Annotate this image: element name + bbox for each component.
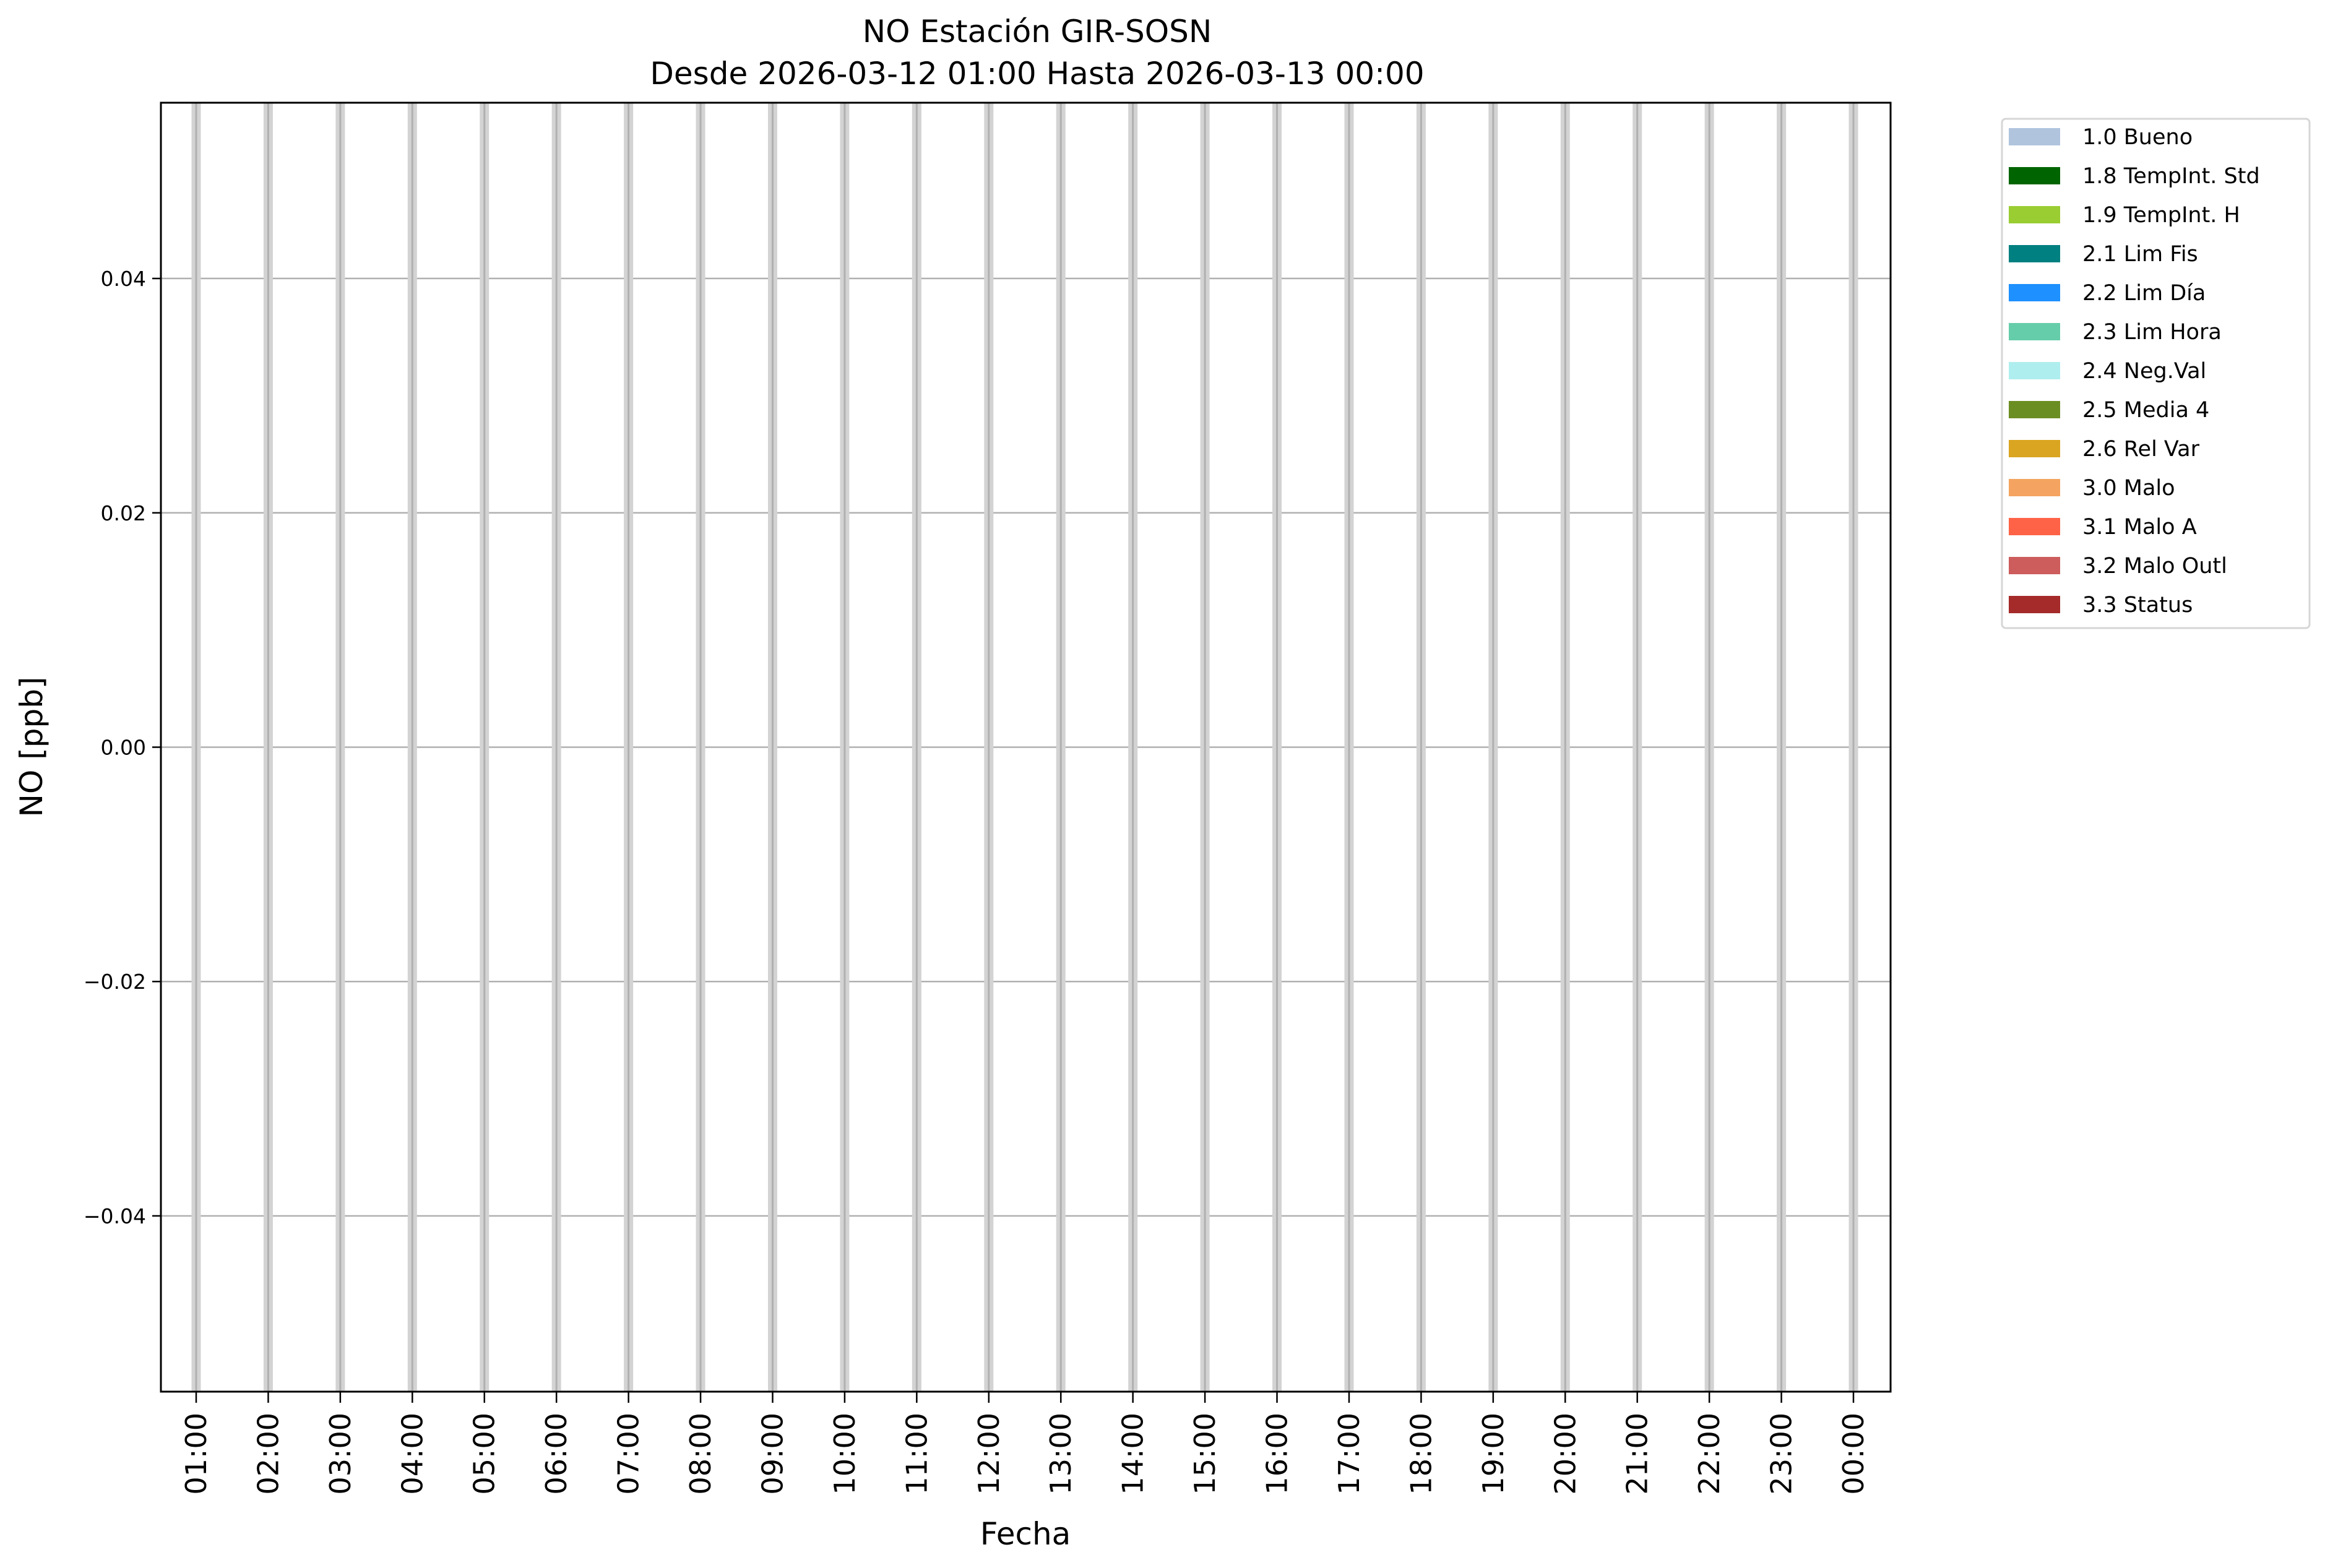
x-tick-label: 10:00	[828, 1413, 861, 1495]
legend-swatch	[2009, 362, 2060, 379]
legend-swatch	[2009, 206, 2060, 223]
legend: 1.0 Bueno 1.8 TempInt. Std 1.9 TempInt. H 2…	[2001, 118, 2311, 629]
x-tick-label: 19:00	[1477, 1413, 1510, 1495]
x-tick-label: 04:00	[395, 1413, 429, 1495]
legend-label: 2.5 Media 4	[2082, 398, 2209, 423]
x-tick-label: 12:00	[972, 1413, 1006, 1495]
x-tick-label: 16:00	[1261, 1413, 1294, 1495]
x-tick-label: 18:00	[1404, 1413, 1438, 1495]
x-tick-label: 14:00	[1116, 1413, 1150, 1495]
legend-swatch	[2009, 518, 2060, 535]
legend-label: 2.6 Rel Var	[2082, 437, 2200, 462]
legend-label: 2.4 Neg.Val	[2082, 359, 2206, 384]
legend-label: 2.2 Lim Día	[2082, 281, 2206, 306]
legend-frame	[2001, 118, 2311, 629]
legend-swatch	[2009, 167, 2060, 184]
x-tick-label: 05:00	[468, 1413, 501, 1495]
y-tick-label: 0.04	[101, 267, 146, 291]
x-tick-label: 07:00	[612, 1413, 645, 1495]
x-tick-label: 00:00	[1837, 1413, 1870, 1495]
axes-frame	[160, 101, 1892, 1393]
x-tick-label: 23:00	[1765, 1413, 1798, 1495]
legend-label: 3.3 Status	[2082, 593, 2193, 618]
chart-title: NO Estación GIR-SOSN	[863, 14, 1212, 50]
x-tick-label: 15:00	[1188, 1413, 1222, 1495]
legend-swatch	[2009, 323, 2060, 340]
legend-label: 3.1 Malo A	[2082, 515, 2197, 540]
y-axis-label: NO [ppb]	[14, 677, 50, 817]
legend-swatch	[2009, 557, 2060, 574]
legend-swatch	[2009, 440, 2060, 457]
x-tick-label: 01:00	[179, 1413, 213, 1495]
legend-label: 1.9 TempInt. H	[2082, 203, 2240, 228]
legend-swatch	[2009, 128, 2060, 145]
legend-label: 3.2 Malo Outl	[2082, 554, 2227, 579]
x-tick-label: 17:00	[1332, 1413, 1366, 1495]
y-tick-label: −0.02	[84, 970, 146, 994]
x-tick-label: 06:00	[540, 1413, 573, 1495]
legend-label: 1.0 Bueno	[2082, 125, 2193, 150]
x-tick-label: 09:00	[756, 1413, 789, 1495]
legend-label: 2.3 Lim Hora	[2082, 320, 2222, 345]
x-tick-label: 08:00	[684, 1413, 717, 1495]
x-tick-label: 21:00	[1621, 1413, 1654, 1495]
legend-swatch	[2009, 284, 2060, 301]
plot-area: 0.04 0.02 0.00 −0.02 −0.04 01:00 02:00 03:00 04:…	[84, 101, 1892, 1495]
y-tick-label: 0.02	[101, 501, 146, 525]
legend-label: 2.1 Lim Fis	[2082, 242, 2198, 267]
legend-swatch	[2009, 401, 2060, 418]
legend-swatch	[2009, 479, 2060, 496]
legend-swatch	[2009, 596, 2060, 613]
x-tick-label: 22:00	[1693, 1413, 1726, 1495]
legend-swatch	[2009, 245, 2060, 262]
chart-subtitle: Desde 2026-03-12 01:00 Hasta 2026-03-13 …	[650, 56, 1424, 92]
y-tick-label: −0.04	[84, 1204, 146, 1228]
x-tick-label: 20:00	[1548, 1413, 1582, 1495]
legend-label: 3.0 Malo	[2082, 476, 2175, 501]
y-tick-label: 0.00	[101, 736, 146, 760]
x-tick-label: 13:00	[1044, 1413, 1077, 1495]
x-tick-label: 11:00	[900, 1413, 933, 1495]
x-tick-label: 03:00	[324, 1413, 357, 1495]
x-axis-label: Fecha	[980, 1516, 1071, 1552]
x-tick-label: 02:00	[251, 1413, 285, 1495]
legend-label: 1.8 TempInt. Std	[2082, 164, 2260, 189]
